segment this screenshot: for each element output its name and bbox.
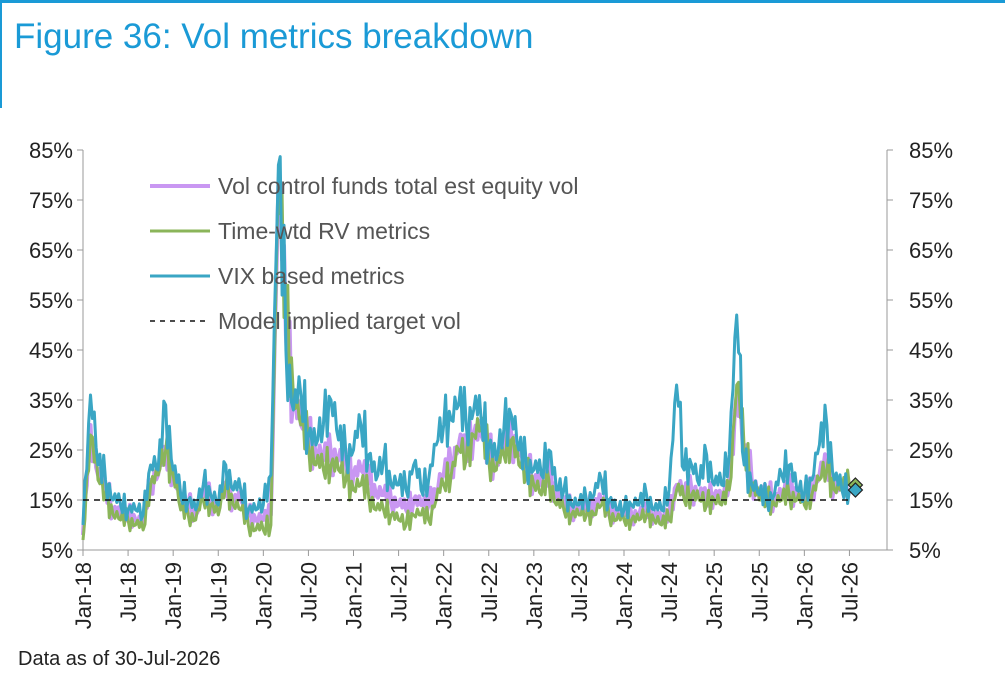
x-tick-label: Jan-26 xyxy=(792,562,817,629)
x-tick-label: Jan-24 xyxy=(612,562,637,629)
x-tick-label: Jul-20 xyxy=(296,562,321,622)
x-tick-label: Jan-22 xyxy=(432,562,457,629)
x-tick-label: Jul-25 xyxy=(747,562,772,622)
header-side-rule xyxy=(0,3,2,108)
x-tick-label: Jan-18 xyxy=(71,562,96,629)
x-tick-label: Jul-26 xyxy=(837,562,862,622)
chart-axes xyxy=(77,149,893,556)
legend-entry: Time-wtd RV metrics xyxy=(218,218,430,244)
y-tick-label-left: 65% xyxy=(29,238,73,263)
x-tick-label: Jul-19 xyxy=(206,562,231,622)
legend-entry: VIX based metrics xyxy=(218,263,405,289)
y-tick-label-left: 25% xyxy=(29,438,73,463)
y-tick-label-right: 15% xyxy=(909,488,953,513)
series-time-wtd-rv xyxy=(81,178,851,541)
y-tick-label-right: 85% xyxy=(909,138,953,163)
y-tick-label-left: 85% xyxy=(29,138,73,163)
x-tick-label: Jul-23 xyxy=(567,562,592,622)
x-tick-label: Jan-20 xyxy=(251,562,276,629)
y-tick-label-right: 45% xyxy=(909,338,953,363)
y-tick-label-right: 25% xyxy=(909,438,953,463)
legend-entry: Model implied target vol xyxy=(218,308,461,334)
legend-entry: Vol control funds total est equity vol xyxy=(218,173,579,199)
series-vix-based xyxy=(81,155,851,526)
endpoint-marker xyxy=(847,482,864,498)
y-axis-right-labels: 85% 75% 65% 55% 45% 35% 25% 15% 5% xyxy=(909,138,953,563)
x-axis-labels: Jan-18 Jul-18 Jan-19 Jul-19 Jan-20 Jul-20 Jan-… xyxy=(71,562,862,629)
chart-legend: Vol control funds total est equity vol Ti… xyxy=(150,173,579,334)
marker-layer xyxy=(847,477,864,498)
x-tick-label: Jan-21 xyxy=(342,562,367,629)
x-tick-label: Jul-22 xyxy=(477,562,502,622)
header-top-rule xyxy=(0,0,1005,3)
y-tick-label-left: 5% xyxy=(41,538,73,563)
figure-title: Figure 36: Vol metrics breakdown xyxy=(14,17,534,56)
y-tick-label-left: 45% xyxy=(29,338,73,363)
data-as-of-note: Data as of 30-Jul-2026 xyxy=(18,648,221,670)
x-tick-label: Jul-24 xyxy=(657,562,682,622)
x-tick-label: Jan-25 xyxy=(702,562,727,629)
y-tick-label-left: 55% xyxy=(29,288,73,313)
y-tick-label-left: 75% xyxy=(29,188,73,213)
y-axis-left-labels: 85% 75% 65% 55% 45% 35% 25% 15% 5% xyxy=(29,138,73,563)
y-tick-label-left: 15% xyxy=(29,488,73,513)
y-tick-label-right: 35% xyxy=(909,388,953,413)
y-tick-label-right: 55% xyxy=(909,288,953,313)
x-tick-label: Jul-21 xyxy=(387,562,412,622)
y-tick-label-right: 75% xyxy=(909,188,953,213)
x-tick-label: Jul-18 xyxy=(116,562,141,622)
x-tick-label: Jan-19 xyxy=(161,562,186,629)
y-tick-label-right: 65% xyxy=(909,238,953,263)
x-tick-label: Jan-23 xyxy=(522,562,547,629)
y-tick-label-left: 35% xyxy=(29,388,73,413)
y-tick-label-right: 5% xyxy=(909,538,941,563)
series-layer xyxy=(81,155,852,541)
